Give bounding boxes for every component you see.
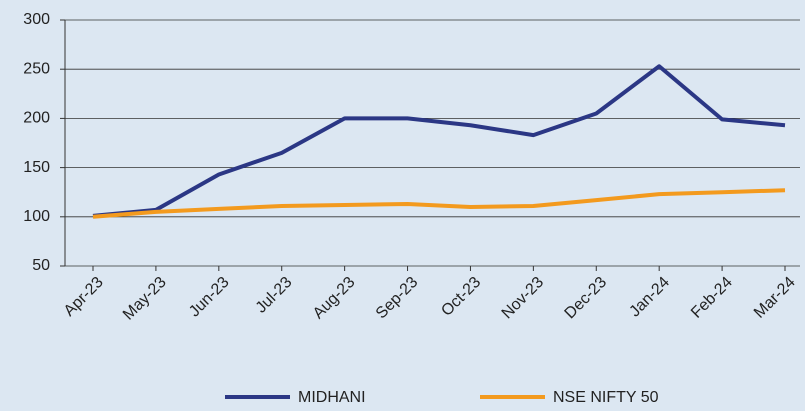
y-tick-label: 100 [23, 208, 50, 225]
x-tick-label: Jun-23 [186, 274, 233, 321]
x-tick-label: Mar-24 [751, 274, 799, 322]
x-tick-label: Jan-24 [626, 274, 673, 321]
x-tick-label: Oct-23 [438, 274, 484, 320]
y-tick-label: 300 [23, 11, 50, 28]
data-line [92, 188, 786, 219]
x-tick-label: Sep-23 [373, 274, 422, 323]
x-tick-label: May-23 [120, 274, 170, 324]
y-tick-label: 250 [23, 60, 50, 77]
x-tick-label: Apr-23 [61, 274, 107, 320]
legend-label: MIDHANI [298, 389, 366, 406]
x-tick-label: Feb-24 [688, 274, 736, 322]
x-tick-label: Dec-23 [562, 274, 611, 323]
y-tick-label: 150 [23, 159, 50, 176]
y-tick-label: 200 [23, 110, 50, 127]
x-tick-label: Nov-23 [499, 274, 548, 323]
y-tick-label: 50 [32, 257, 50, 274]
legend-label: NSE NIFTY 50 [553, 389, 659, 406]
data-line [92, 64, 786, 218]
x-tick-label: Aug-23 [310, 274, 359, 323]
x-tick-label: Jul-23 [253, 274, 296, 317]
